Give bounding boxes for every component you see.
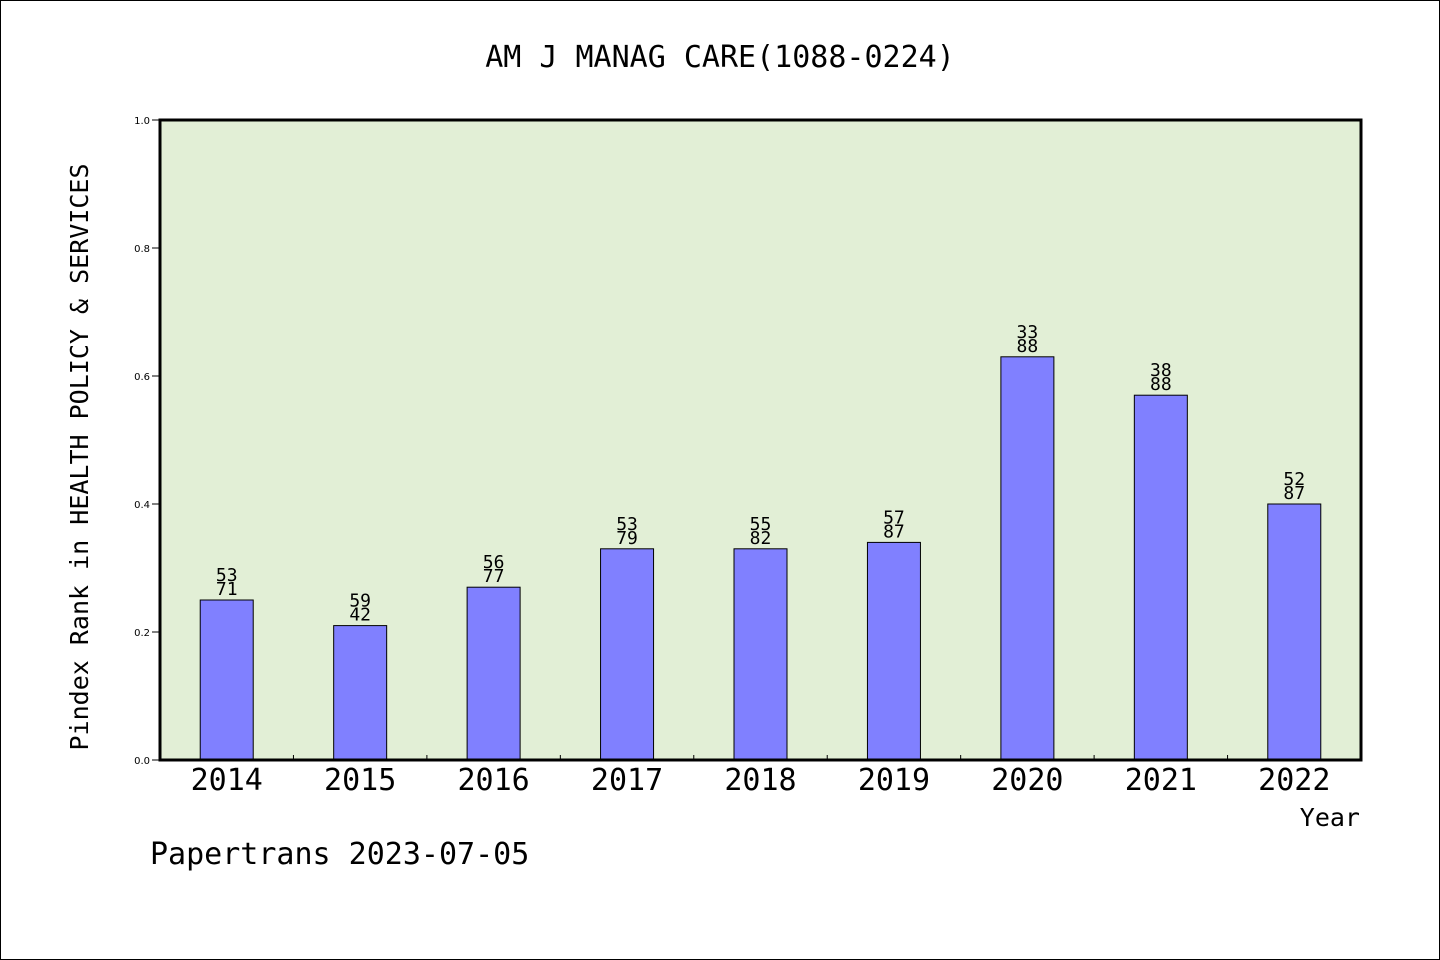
bar-2016 [466, 586, 521, 761]
y-tick-label: 0.4 [134, 500, 150, 511]
bar-total-label: 87 [1283, 483, 1305, 504]
y-tick-label: 0.0 [134, 756, 150, 767]
bar-rank-label: 53 [216, 565, 238, 586]
bar-total-label: 87 [883, 521, 905, 542]
x-axis-label: Year [1300, 803, 1360, 832]
x-tick-label: 2020 [991, 763, 1063, 798]
bar-2019 [866, 541, 921, 761]
bar-2014 [199, 599, 254, 761]
bar-2018 [733, 548, 788, 761]
x-tick-label: 2021 [1125, 763, 1197, 798]
bar-rank-label: 38 [1150, 360, 1172, 381]
bars-layer [199, 356, 1322, 761]
y-tick-label: 0.6 [134, 372, 150, 383]
y-tick-label: 1.0 [134, 116, 150, 127]
footer-credit: Papertrans 2023-07-05 [150, 837, 529, 872]
y-axis-ticks: 0.0 0.2 0.4 0.6 0.8 1.0 [134, 116, 160, 767]
bar-rank-label: 52 [1283, 469, 1305, 490]
bar-total-label: 77 [483, 566, 505, 587]
bar-2021 [1133, 394, 1188, 761]
x-tick-label: 2017 [591, 763, 663, 798]
bar-rank-label: 55 [750, 514, 772, 535]
x-tick-label: 2019 [858, 763, 930, 798]
bar-rank-label: 59 [349, 591, 371, 612]
bar-total-label: 71 [216, 579, 238, 600]
bar-2020 [1000, 356, 1055, 761]
x-tick-label: 2018 [724, 763, 796, 798]
x-tick-label: 2016 [457, 763, 529, 798]
bar-total-label: 42 [349, 605, 371, 626]
bar-2022 [1267, 503, 1322, 761]
bar-rank-label: 57 [883, 507, 905, 528]
x-tick-label: 2015 [324, 763, 396, 798]
bar-total-label: 88 [1017, 336, 1039, 357]
bar-total-label: 82 [750, 528, 772, 549]
x-axis-ticks: 2014 2015 2016 2017 2018 2019 2020 2021 2022 [191, 755, 1330, 798]
bar-total-label: 79 [616, 528, 638, 549]
y-tick-label: 0.8 [134, 244, 150, 255]
y-axis-label: Pindex Rank in HEALTH POLICY & SERVICES [65, 164, 94, 751]
bar-rank-label: 53 [616, 514, 638, 535]
chart-title: AM J MANAG CARE(1088-0224) [485, 40, 955, 75]
bar-rank-label: 33 [1017, 322, 1039, 343]
plot-border [158, 118, 1363, 762]
y-tick-label: 0.2 [134, 628, 150, 639]
bar-2017 [600, 548, 655, 761]
bar-rank-label: 56 [483, 552, 505, 573]
x-tick-label: 2014 [191, 763, 263, 798]
bar-total-label: 88 [1150, 374, 1172, 395]
x-tick-label: 2022 [1258, 763, 1330, 798]
bar-2015 [333, 625, 388, 761]
